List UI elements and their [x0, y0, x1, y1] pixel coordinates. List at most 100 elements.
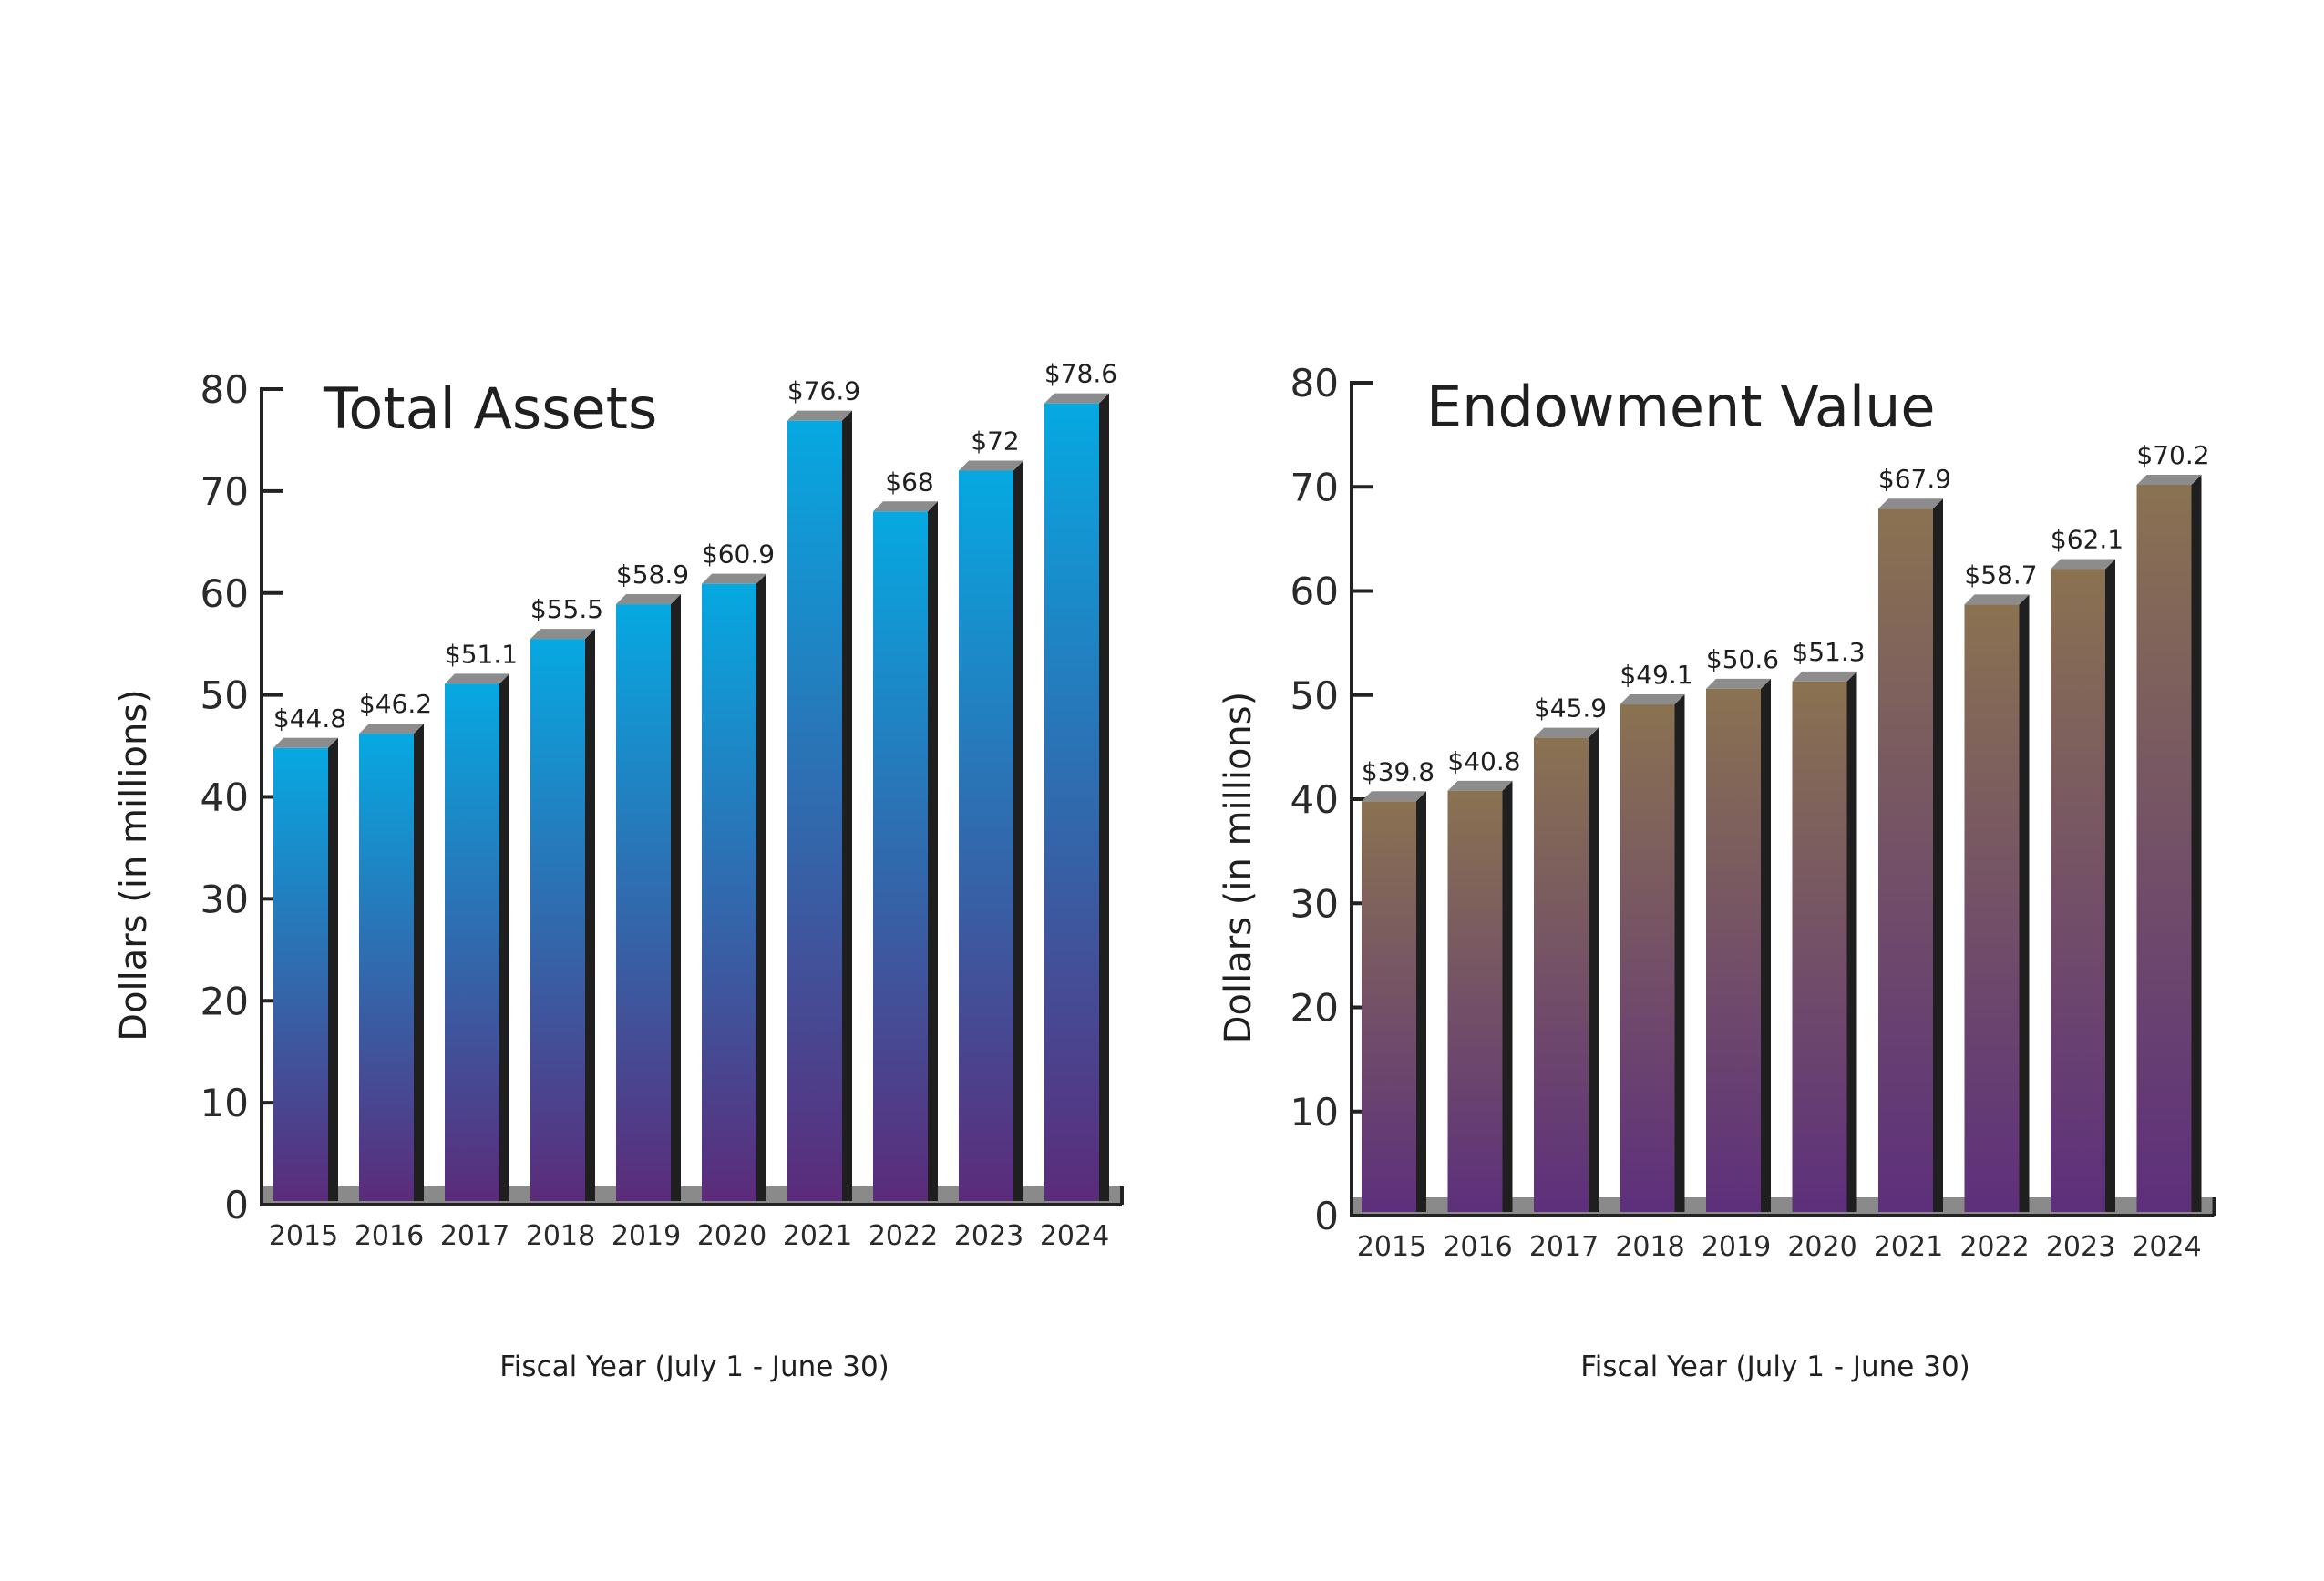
bar-cap — [616, 594, 681, 605]
bar-side — [1502, 780, 1513, 1212]
x-tick-label: 2023 — [954, 1220, 1023, 1252]
bar-cap — [1362, 791, 1426, 802]
x-tick-label: 2024 — [2132, 1231, 2201, 1263]
y-tick-label: 30 — [1291, 881, 1339, 926]
bar-cap — [1706, 678, 1771, 689]
bar — [445, 683, 499, 1201]
bar — [2136, 484, 2192, 1212]
bar-side — [499, 673, 509, 1201]
x-tick-label: 2021 — [783, 1220, 852, 1252]
data-label: $72 — [971, 426, 1019, 457]
y-tick-label: 60 — [201, 571, 249, 616]
bar — [359, 734, 414, 1201]
x-axis-title: Fiscal Year (July 1 - June 30) — [499, 1350, 889, 1383]
bar — [1044, 403, 1099, 1202]
data-label: $60.9 — [702, 539, 775, 570]
y-tick-label: 40 — [1291, 777, 1339, 822]
bar-side — [2019, 594, 2030, 1212]
data-label: $58.7 — [1964, 560, 2037, 590]
endowment-value-chart: 0 10 20 30 40 50 60 70 80 $39.8 2015 $40.8 2016 $45.9… — [1218, 361, 2216, 1383]
x-tick-label: 2015 — [269, 1220, 338, 1252]
bar-cap — [1534, 727, 1599, 738]
data-label: $46.2 — [359, 689, 432, 719]
y-axis-title: Dollars (in millions) — [113, 689, 155, 1041]
x-tick-label: 2019 — [612, 1220, 681, 1252]
total-assets-chart: 0 10 20 30 40 50 60 70 80 $44.8 2015 $46.2 2016 $51.1… — [113, 359, 1124, 1383]
y-tick-label: 60 — [1291, 570, 1339, 614]
bar-cap — [787, 410, 852, 421]
bar-side — [2105, 559, 2115, 1212]
bar-side — [1013, 460, 1023, 1201]
x-tick-label: 2017 — [440, 1220, 509, 1252]
bar-side — [328, 737, 338, 1201]
bar-cap — [1964, 594, 2030, 605]
data-label: $78.6 — [1044, 359, 1117, 389]
bar-cap — [273, 737, 338, 748]
bar — [1792, 681, 1847, 1212]
bar-side — [1761, 678, 1771, 1212]
x-tick-label: 2024 — [1040, 1220, 1109, 1252]
bar-cap — [702, 573, 766, 584]
bar-side — [842, 410, 852, 1201]
bar-cap — [1878, 498, 1943, 509]
x-axis-title: Fiscal Year (July 1 - June 30) — [1580, 1350, 1970, 1383]
bar-cap — [2136, 474, 2202, 485]
bar-cap — [359, 724, 424, 734]
bar-cap — [1620, 694, 1685, 705]
bar — [873, 511, 928, 1201]
y-tick-label: 0 — [224, 1183, 249, 1227]
bar — [1447, 790, 1503, 1212]
data-label: $55.5 — [530, 594, 603, 624]
x-tick-label: 2022 — [1959, 1231, 2029, 1263]
y-tick-label: 80 — [201, 367, 249, 412]
bar-cap — [873, 501, 938, 512]
x-tick-label: 2016 — [1443, 1231, 1512, 1263]
y-tick-label: 70 — [1291, 465, 1339, 509]
x-tick-label: 2020 — [1787, 1231, 1856, 1263]
bar-side — [1099, 393, 1109, 1202]
bar-cap — [2051, 559, 2115, 570]
data-label: $51.3 — [1792, 637, 1865, 667]
bar — [1878, 508, 1933, 1212]
x-tick-label: 2015 — [1357, 1231, 1426, 1263]
y-axis-title: Dollars (in millions) — [1218, 692, 1260, 1043]
bar — [959, 470, 1013, 1201]
bar-cap — [1044, 393, 1109, 404]
bar-cap — [959, 460, 1023, 471]
bar — [787, 420, 842, 1201]
chart-title: Total Assets — [323, 375, 657, 442]
y-tick-label: 50 — [1291, 673, 1339, 718]
x-tick-label: 2018 — [526, 1220, 595, 1252]
y-tick-label: 20 — [201, 979, 249, 1023]
bar-side — [756, 573, 766, 1201]
data-label: $76.9 — [787, 376, 860, 406]
bar-cap — [1792, 671, 1857, 682]
x-tick-label: 2023 — [2046, 1231, 2115, 1263]
bar — [1362, 801, 1416, 1212]
x-tick-label: 2017 — [1529, 1231, 1599, 1263]
y-tick-label: 10 — [1291, 1090, 1339, 1134]
x-tick-label: 2020 — [697, 1220, 766, 1252]
bar-side — [928, 501, 938, 1201]
y-tick-label: 10 — [201, 1081, 249, 1125]
data-label: $50.6 — [1706, 644, 1779, 674]
bar — [1534, 737, 1589, 1212]
bar-side — [1933, 498, 1943, 1212]
y-tick-label: 20 — [1291, 986, 1339, 1031]
y-tick-label: 70 — [201, 469, 249, 514]
bar-side — [414, 724, 424, 1201]
bar — [1706, 688, 1761, 1212]
data-label: $51.1 — [445, 639, 518, 669]
x-tick-label: 2016 — [355, 1220, 424, 1252]
bar — [1964, 604, 2020, 1212]
data-label: $39.8 — [1362, 756, 1435, 786]
data-label: $67.9 — [1878, 464, 1951, 494]
bar-cap — [530, 629, 595, 640]
bar — [530, 639, 585, 1201]
data-label: $45.9 — [1534, 693, 1607, 724]
y-tick-label: 40 — [201, 775, 249, 820]
bar-side — [1589, 727, 1599, 1212]
bar-side — [1846, 671, 1857, 1212]
bar — [616, 604, 671, 1201]
